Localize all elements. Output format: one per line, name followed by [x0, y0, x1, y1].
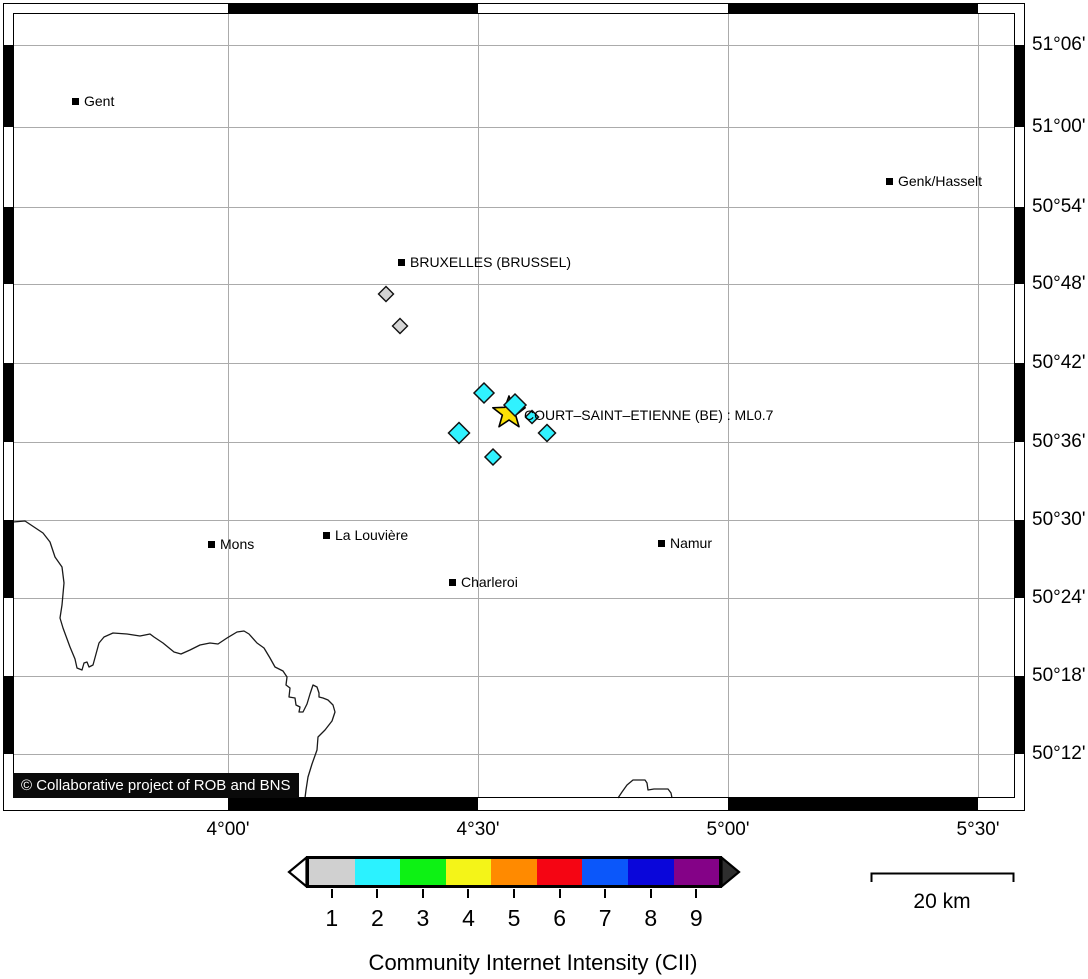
cii-1-diamonds: [377, 285, 409, 335]
colorbar-cell-2: [354, 859, 401, 885]
country-border-givet: [617, 779, 673, 799]
cii-point-diamond: [447, 421, 471, 445]
copyright-banner: © Collaborative project of ROB and BNS: [13, 773, 299, 798]
lat-label: 50°24': [1032, 587, 1086, 608]
city-label: Charleroi: [461, 574, 518, 590]
lon-label: 5°00': [706, 819, 750, 840]
colorbar-cell-4: [445, 859, 492, 885]
colorbar-right-arrow-icon: [720, 856, 741, 888]
colorbar-number: 1: [325, 905, 339, 931]
cii-2-diamonds: [447, 381, 557, 467]
colorbar-cell-3: [400, 859, 446, 885]
colorbar-number: 7: [598, 905, 612, 931]
lat-label: 50°48': [1032, 273, 1086, 294]
lat-label: 50°12': [1032, 743, 1086, 764]
cii-point-diamond: [391, 317, 409, 335]
city-square-icon: [886, 177, 893, 185]
lon-label: 5°30': [956, 819, 1000, 840]
city-genk-hasselt: Genk/Hasselt: [886, 173, 982, 189]
colorbar-tick: [376, 889, 379, 898]
lat-label: 50°54': [1032, 196, 1086, 217]
colorbar-tick: [330, 889, 333, 898]
city-charleroi: Charleroi: [449, 574, 518, 590]
city-label: Gent: [84, 93, 115, 109]
cii-point-diamond: [502, 392, 528, 418]
city-square-icon: [208, 540, 215, 548]
colorbar: [306, 856, 722, 888]
city-square-icon: [449, 578, 456, 586]
city-la-louviere: La Louvière: [323, 527, 408, 543]
colorbar-tick: [513, 889, 515, 898]
lat-label: 50°30': [1032, 509, 1086, 530]
lat-label: 51°06': [1032, 34, 1086, 55]
city-gent: Gent: [72, 93, 114, 109]
colorbar-left-arrow-icon: [287, 856, 308, 888]
colorbar-tick: [467, 889, 470, 898]
city-label: La Louvière: [335, 527, 409, 543]
colorbar-title: Community Internet Intensity (CII): [368, 950, 698, 975]
scalebar-label: 20 km: [913, 890, 971, 913]
colorbar-cell-6: [536, 859, 583, 885]
colorbar-number: 2: [370, 905, 384, 931]
colorbar-tick: [695, 889, 698, 898]
city-namur: Namur: [658, 535, 712, 551]
colorbar-cell-5: [491, 859, 537, 885]
city-label: Mons: [220, 536, 255, 552]
country-border: [12, 520, 673, 799]
colorbar-number: 3: [416, 905, 430, 931]
scalebar-bracket: [870, 872, 1015, 882]
colorbar-number: 4: [462, 905, 475, 931]
lat-label: 50°36': [1032, 431, 1086, 452]
cii-point-diamond: [483, 447, 503, 467]
colorbar-cell-7: [582, 859, 628, 885]
city-label: BRUXELLES (BRUSSEL): [410, 254, 572, 270]
graticule-grid: [13, 13, 1015, 798]
city-square-icon: [72, 97, 79, 105]
colorbar-tick: [558, 889, 561, 898]
lon-label: 4°30': [456, 819, 500, 840]
city-label: Namur: [670, 535, 713, 551]
map-frame: [3, 3, 1025, 811]
city-label: Genk/Hasselt: [898, 173, 983, 189]
colorbar-scale-numbers: 1 2 3 4 5 6 7 8 9: [309, 905, 719, 932]
colorbar-number: 9: [689, 905, 703, 931]
cii-point-diamond: [472, 381, 496, 405]
city-mons: Mons: [208, 536, 254, 552]
city-square-icon: [658, 539, 665, 547]
colorbar-cell-8: [627, 859, 674, 885]
cii-point-diamond: [524, 409, 540, 425]
lat-label: 50°42': [1032, 352, 1086, 373]
colorbar-number: 8: [644, 905, 658, 931]
colorbar-tick: [421, 889, 424, 898]
city-square-icon: [398, 258, 405, 266]
cii-point-diamond: [537, 423, 557, 443]
lat-label: 51°00': [1032, 116, 1086, 137]
lon-label: 4°00': [206, 819, 250, 840]
epicenter-label: COURT–SAINT–ETIENNE (BE) : ML0.7: [524, 407, 774, 423]
colorbar-tick: [604, 889, 607, 898]
colorbar-cell-1: [309, 859, 355, 885]
city-bruxelles: BRUXELLES (BRUSSEL): [398, 254, 571, 270]
colorbar-number: 5: [507, 905, 521, 931]
colorbar-cell-9: [673, 859, 720, 885]
lat-label: 50°18': [1032, 665, 1086, 686]
city-square-icon: [323, 531, 330, 539]
cii-2-diamonds-top: [502, 392, 540, 425]
cii-point-diamond: [377, 285, 395, 303]
colorbar-tick: [649, 889, 652, 898]
colorbar-number: 6: [553, 905, 566, 931]
